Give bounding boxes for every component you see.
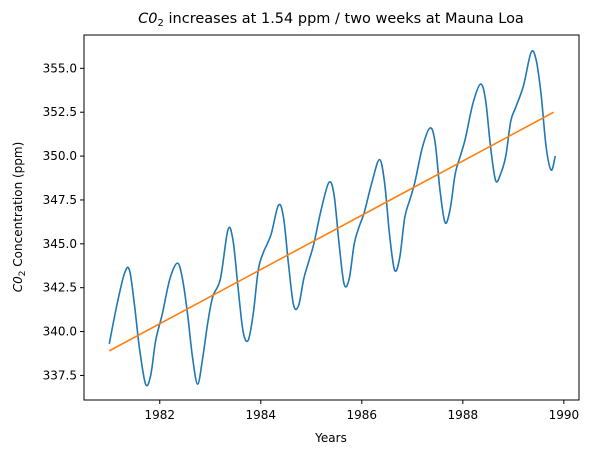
y-tick-label: 350.0 [43,149,77,163]
x-axis: 1982 1984 1986 1988 1990 [144,400,579,422]
chart-title-rest: increases at 1.54 ppm / two weeks at Mau… [164,11,524,27]
series-line-co2-concentration [108,50,557,387]
y-tick-label: 342.5 [43,281,77,295]
plot-frame [83,34,580,401]
y-tick-label: 345.0 [43,237,77,251]
chart-title-co2: C0 [138,11,157,27]
x-tick-label: 1990 [549,408,580,422]
y-tick-label: 355.0 [43,61,77,75]
x-tick-label: 1984 [246,408,277,422]
y-axis: 337.5 340.0 342.5 345.0 347.5 350.0 352.5 355.0 [43,61,84,382]
y-tick-label: 340.0 [43,325,77,339]
y-tick-label: 337.5 [43,368,77,382]
x-tick-label: 1982 [144,408,175,422]
y-tick-label: 352.5 [43,105,77,119]
x-axis-label: Years [314,431,347,445]
plot-layer [108,50,557,387]
chart-title-subscript: 2 [158,18,164,29]
x-tick-label: 1986 [347,408,378,422]
y-axis-label-subscript: 2 [18,271,28,277]
series-line-trend [108,111,555,352]
y-axis-label: C02 Concentration (ppm) [11,142,28,293]
chart-title: C02 increases at 1.54 ppm / two weeks at… [138,11,524,29]
y-axis-label-co2: C0 [11,276,25,292]
y-tick-label: 347.5 [43,193,77,207]
y-axis-label-rest: Concentration (ppm) [11,142,25,271]
x-tick-label: 1988 [448,408,479,422]
